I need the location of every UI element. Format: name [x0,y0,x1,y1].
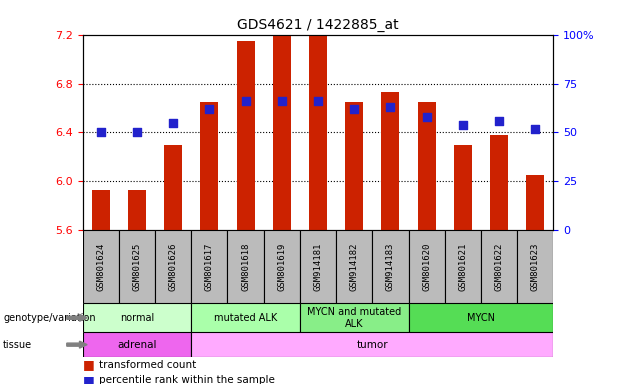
Text: GSM801623: GSM801623 [530,243,540,291]
Point [458,122,468,128]
Bar [300,230,336,303]
Bar [517,230,553,303]
Bar [372,230,408,303]
Text: GSM914182: GSM914182 [350,243,359,291]
Bar [128,190,146,230]
Point [95,129,106,136]
Bar [481,230,517,303]
Point [313,98,323,104]
Bar [408,303,553,332]
Text: GSM801621: GSM801621 [459,243,467,291]
Bar [408,230,445,303]
Text: ■: ■ [83,374,99,384]
Text: normal: normal [120,313,154,323]
Bar [490,135,508,230]
Bar [309,35,327,230]
Text: GSM801620: GSM801620 [422,243,431,291]
Bar [83,230,119,303]
Text: GSM801626: GSM801626 [169,243,177,291]
Text: MYCN and mutated
ALK: MYCN and mutated ALK [307,307,401,329]
Text: GSM801619: GSM801619 [277,243,286,291]
Point [349,106,359,112]
Text: GSM801624: GSM801624 [96,243,106,291]
Bar [83,332,191,357]
Title: GDS4621 / 1422885_at: GDS4621 / 1422885_at [237,18,399,32]
Bar [445,230,481,303]
Text: mutated ALK: mutated ALK [214,313,277,323]
Text: GSM801617: GSM801617 [205,243,214,291]
Bar [526,175,544,230]
Text: GSM801618: GSM801618 [241,243,250,291]
Text: tumor: tumor [357,339,388,350]
Bar [228,230,264,303]
Point [494,118,504,124]
Bar [200,102,218,230]
Bar [191,303,300,332]
Text: GSM914183: GSM914183 [386,243,395,291]
Text: genotype/variation: genotype/variation [3,313,96,323]
Bar [336,230,372,303]
Point [530,126,541,132]
Text: GSM914181: GSM914181 [314,243,322,291]
Bar [264,230,300,303]
Text: transformed count: transformed count [99,360,196,370]
Bar [155,230,191,303]
Point [277,98,287,104]
Point [422,114,432,120]
Bar [191,230,228,303]
Point [240,98,251,104]
Bar [418,102,436,230]
Text: MYCN: MYCN [467,313,495,323]
Point [168,120,178,126]
Text: percentile rank within the sample: percentile rank within the sample [99,375,275,384]
Bar [382,92,399,230]
Bar [119,230,155,303]
Bar [92,190,110,230]
Text: GSM801625: GSM801625 [132,243,141,291]
Bar [453,145,472,230]
Bar [191,332,553,357]
Point [132,129,142,136]
Bar [273,35,291,230]
Bar [345,102,363,230]
Text: tissue: tissue [3,339,32,350]
Text: ■: ■ [83,358,99,371]
Bar [300,303,408,332]
Point [385,104,396,110]
Text: adrenal: adrenal [117,339,156,350]
Bar [164,145,183,230]
Bar [83,303,191,332]
Point [204,106,214,112]
Text: GSM801622: GSM801622 [495,243,504,291]
Bar [237,41,254,230]
